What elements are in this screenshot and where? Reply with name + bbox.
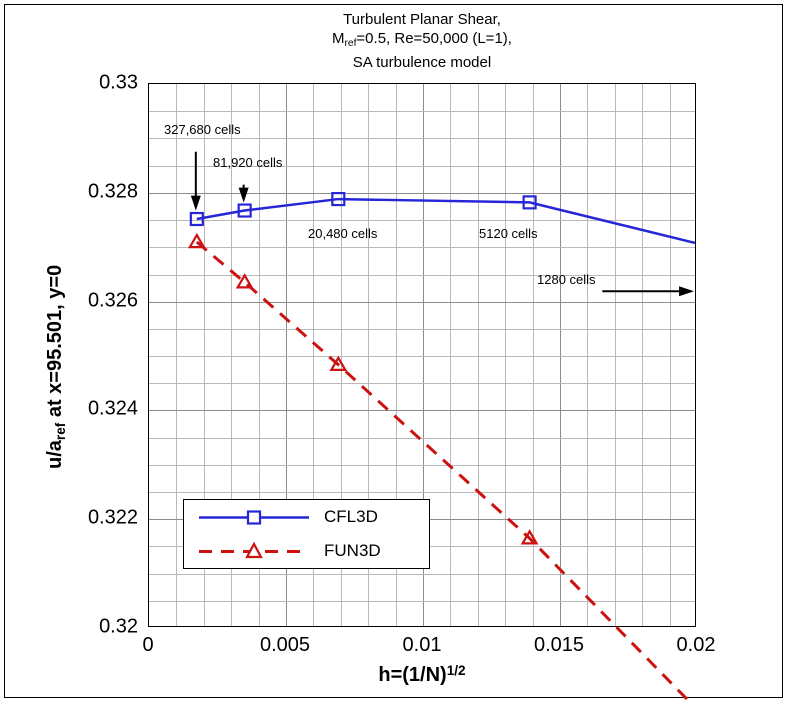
grid-v-minor xyxy=(231,84,232,626)
grid-v-minor xyxy=(642,84,643,626)
x-tick-label-4: 0.02 xyxy=(676,634,716,656)
annotation-327680-cells: 327,680 cells xyxy=(164,122,241,137)
series-cfl3d-line xyxy=(196,197,696,245)
grid-h-minor xyxy=(149,574,695,575)
title-line-2-b: =0.5, Re=50,000 (L=1), xyxy=(356,30,512,47)
grid-v-major xyxy=(286,84,287,626)
chart-title: Turbulent Planar Shear, Mref=0.5, Re=50,… xyxy=(148,10,696,72)
grid-v-minor xyxy=(368,84,369,626)
series-fun3d-line xyxy=(195,240,694,704)
x-tick-label-2: 0.01 xyxy=(402,634,442,656)
y-tick-label-4: 0.328 xyxy=(87,180,138,203)
image-border xyxy=(4,4,783,698)
annotation-5120-cells: 5120 cells xyxy=(479,226,538,241)
marker-cfl3d xyxy=(189,211,204,227)
x-axis-title-main: h=(1/N) xyxy=(378,664,447,687)
grid-v-minor xyxy=(478,84,479,626)
x-tick-label-1: 0.005 xyxy=(259,634,311,656)
grid-v-minor xyxy=(259,84,260,626)
grid-v-minor xyxy=(505,84,506,626)
grid-h-major xyxy=(149,193,695,194)
annotation-20480-cells: 20,480 cells xyxy=(308,226,378,241)
grid-v-minor xyxy=(587,84,588,626)
plot-area: 327,680 cells 81,920 cells 20,480 cells … xyxy=(148,83,696,704)
legend-swatch-cfl3d xyxy=(199,510,309,525)
grid-h-minor xyxy=(149,247,695,248)
grid-v-major xyxy=(560,84,561,626)
grid-v-minor xyxy=(204,84,205,626)
title-line-2-sub: ref xyxy=(344,37,357,49)
grid-v-minor xyxy=(450,84,451,626)
grid-v-minor xyxy=(341,84,342,626)
y-tick-label-5: 0.33 xyxy=(99,71,138,94)
y-tick-label-0: 0.32 xyxy=(99,615,138,638)
y-tick-label-1: 0.322 xyxy=(87,506,138,529)
y-tick-label-3: 0.326 xyxy=(87,289,138,312)
x-axis-title: h=(1/N)1/2 xyxy=(148,663,696,687)
legend: CFL3D FUN3D xyxy=(183,499,430,569)
marker-cfl3d xyxy=(237,203,252,218)
grid-v-minor xyxy=(396,84,397,626)
grid-v-minor xyxy=(533,84,534,626)
grid-v-major xyxy=(423,84,424,626)
x-tick-label-3: 0.015 xyxy=(533,634,585,656)
marker-fun3d xyxy=(235,273,254,289)
grid-h-major xyxy=(149,302,695,303)
marker-cfl3d xyxy=(522,195,537,210)
grid-h-minor xyxy=(149,220,695,221)
title-line-3: SA turbulence model xyxy=(352,53,492,71)
y-tick-label-2: 0.324 xyxy=(87,397,138,420)
annotation-arrows xyxy=(190,151,695,297)
y-axis-title-a: u/a xyxy=(44,440,67,470)
grid-v-minor xyxy=(176,84,177,626)
legend-label-cfl3d: CFL3D xyxy=(324,507,378,526)
grid-h-minor xyxy=(149,329,695,330)
grid-v-minor xyxy=(313,84,314,626)
legend-label-fun3d: FUN3D xyxy=(324,541,381,560)
annotation-1280-cells: 1280 cells xyxy=(537,272,596,287)
x-axis-title-exp: 1/2 xyxy=(446,663,466,678)
grid-h-minor xyxy=(149,492,695,493)
grid-v-minor xyxy=(670,84,671,626)
marker-cfl3d xyxy=(331,192,346,207)
legend-swatch-fun3d xyxy=(199,541,309,559)
marker-fun3d xyxy=(187,232,206,249)
title-line-1: Turbulent Planar Shear, xyxy=(343,11,501,28)
grid-h-minor xyxy=(149,465,695,466)
series-layer xyxy=(187,151,696,704)
grid-h-minor xyxy=(149,275,695,276)
x-tick-label-0: 0 xyxy=(142,634,154,656)
legend-item-fun3d: FUN3D xyxy=(184,534,429,569)
title-line-2-a: M xyxy=(332,30,345,47)
marker-fun3d xyxy=(329,355,348,371)
grid-h-minor xyxy=(149,111,695,112)
marker-fun3d xyxy=(520,529,539,545)
grid-h-minor xyxy=(149,601,695,602)
grid-h-minor xyxy=(149,438,695,439)
grid-h-minor xyxy=(149,166,695,167)
grid-h-minor xyxy=(149,383,695,384)
grid-h-major xyxy=(149,410,695,411)
legend-item-cfl3d: CFL3D xyxy=(184,500,429,535)
y-axis-title-sub: ref xyxy=(52,422,68,441)
title-line-2: Mref=0.5, Re=50,000 (L=1), xyxy=(148,29,696,53)
grid-v-minor xyxy=(615,84,616,626)
grid-h-minor xyxy=(149,138,695,139)
annotation-81920-cells: 81,920 cells xyxy=(213,155,283,170)
grid-h-minor xyxy=(149,356,695,357)
